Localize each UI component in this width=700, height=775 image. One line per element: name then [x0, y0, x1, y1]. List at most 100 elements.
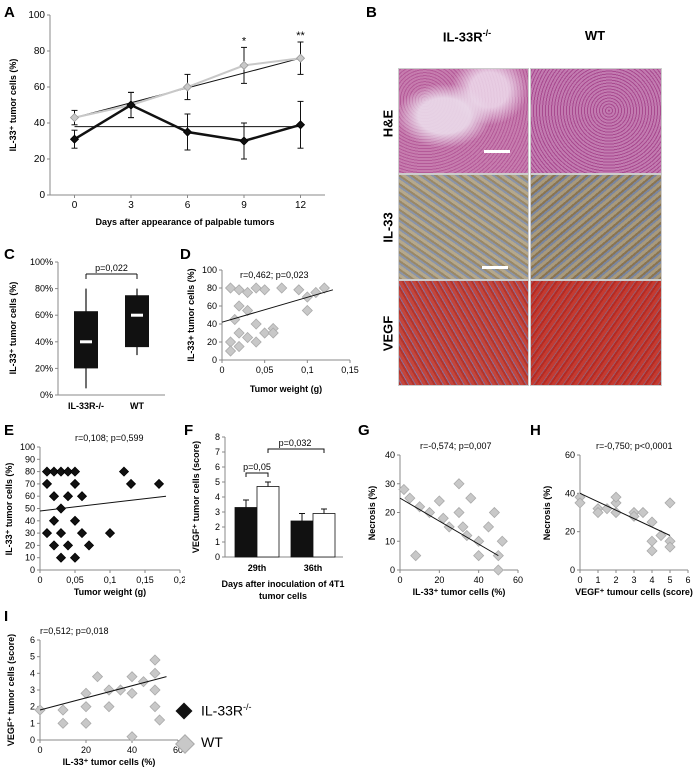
data-point: [48, 540, 60, 551]
data-point: [149, 667, 161, 679]
y-tick-label: 80: [25, 467, 35, 477]
data-point: [423, 506, 436, 519]
data-point: [410, 550, 422, 562]
p-bracket: [267, 448, 325, 453]
y-tick-label: 2: [30, 702, 35, 712]
x-tick-label: 5: [667, 575, 672, 585]
data-point: [233, 327, 245, 339]
y-tick-label: 0: [390, 565, 395, 575]
data-point: [224, 345, 237, 357]
stat-text: r=0,462; p=0,023: [240, 270, 309, 280]
box-1: [125, 295, 149, 348]
y-tick-label: 60%: [35, 310, 53, 320]
histology-row-he-label: H&E: [380, 109, 396, 138]
x-tick-label: 0: [577, 575, 582, 585]
point-ko: [182, 127, 193, 137]
box-median: [131, 313, 143, 317]
x-tick-label: 40: [474, 575, 484, 585]
data-point: [103, 701, 115, 713]
data-point: [153, 478, 165, 489]
y-axis-title: Necrosis (%): [542, 486, 552, 541]
x-axis-title: Days after appearance of palpable tumors: [95, 217, 274, 227]
data-point: [62, 540, 74, 551]
data-point: [259, 327, 271, 339]
histology-il33-ko: [398, 174, 529, 280]
y-axis-title: IL-33⁺ tumor cells (%): [4, 463, 14, 556]
x-tick-label: 60: [173, 745, 183, 755]
data-point: [242, 331, 254, 344]
data-point: [461, 529, 473, 542]
y-tick-label: 5: [215, 477, 220, 487]
y-tick-label: 1: [30, 718, 35, 728]
data-point: [55, 528, 67, 539]
category-label: WT: [130, 401, 144, 411]
bar: [312, 513, 336, 558]
data-point: [57, 704, 69, 716]
panel-label-f: F: [184, 422, 194, 439]
y-tick-label: 0: [39, 190, 45, 201]
scale-bar: [482, 266, 508, 269]
legend-ko-sup: -/-: [243, 702, 252, 712]
x-tick-label: 0,05: [256, 365, 274, 375]
y-tick-label: 20%: [35, 363, 53, 373]
y-axis-title: IL-33⁺ tumor cells (%): [8, 59, 18, 152]
data-point: [637, 506, 649, 519]
data-point: [41, 466, 53, 477]
x-tick-label: 0: [72, 200, 78, 211]
y-tick-label: 30: [385, 479, 395, 489]
y-tick-label: 40: [34, 118, 46, 129]
data-point: [233, 284, 245, 296]
point-wt: [239, 60, 249, 70]
data-point: [69, 466, 81, 477]
y-tick-label: 8: [215, 432, 220, 442]
histology-vegf-wt: [530, 280, 662, 386]
histology-col-wt-label: WT: [584, 28, 606, 43]
data-point: [250, 336, 262, 348]
y-axis-title: VEGF⁺ tumor cells (score): [191, 441, 201, 553]
point-wt: [69, 113, 80, 123]
data-point: [433, 495, 445, 507]
data-point: [55, 466, 67, 477]
data-point: [62, 466, 74, 477]
y-tick-label: 10: [385, 536, 395, 546]
data-point: [465, 492, 477, 504]
data-point: [488, 506, 500, 519]
x-tick-label: 20: [81, 745, 91, 755]
panel-label-b: B: [366, 4, 377, 21]
data-point: [149, 701, 161, 713]
data-point: [48, 466, 60, 477]
data-point: [414, 501, 426, 513]
y-tick-label: 60: [565, 450, 575, 460]
y-tick-label: 100: [20, 442, 35, 452]
data-point: [57, 717, 69, 729]
x-tick-label: 4: [649, 575, 654, 585]
data-point: [80, 701, 92, 713]
chart-a: 0 20 40 60 80 100 0 3 6 9 12 IL-33⁺ tumor cells (%)…: [8, 10, 325, 227]
data-point: [126, 687, 138, 699]
y-tick-label: 6: [30, 635, 35, 645]
data-point: [41, 528, 53, 539]
y-tick-label: 0: [212, 355, 217, 365]
histology-he-wt: [530, 68, 662, 174]
data-point: [149, 654, 161, 666]
data-point: [103, 684, 115, 696]
data-point: [293, 284, 305, 296]
x-axis-title: IL-33⁺ tumor cells (%): [413, 587, 506, 597]
data-point: [80, 717, 92, 729]
data-point: [574, 497, 586, 509]
y-tick-label: 40: [565, 488, 575, 498]
y-axis-title: VEGF⁺ tumor cells (score): [6, 634, 16, 746]
significance-mark: **: [296, 30, 305, 42]
data-point: [224, 282, 237, 294]
histology-il33-wt: [530, 174, 662, 280]
x-tick-label: 0: [37, 745, 42, 755]
y-tick-label: 0: [30, 565, 35, 575]
data-point: [250, 318, 262, 330]
point-wt: [295, 53, 306, 63]
panel-label-g: G: [358, 422, 370, 439]
fit-line: [39, 495, 167, 512]
y-tick-label: 80: [207, 283, 217, 293]
p-value: p=0,022: [95, 263, 128, 273]
data-point: [242, 304, 254, 317]
y-tick-label: 0: [30, 735, 35, 745]
